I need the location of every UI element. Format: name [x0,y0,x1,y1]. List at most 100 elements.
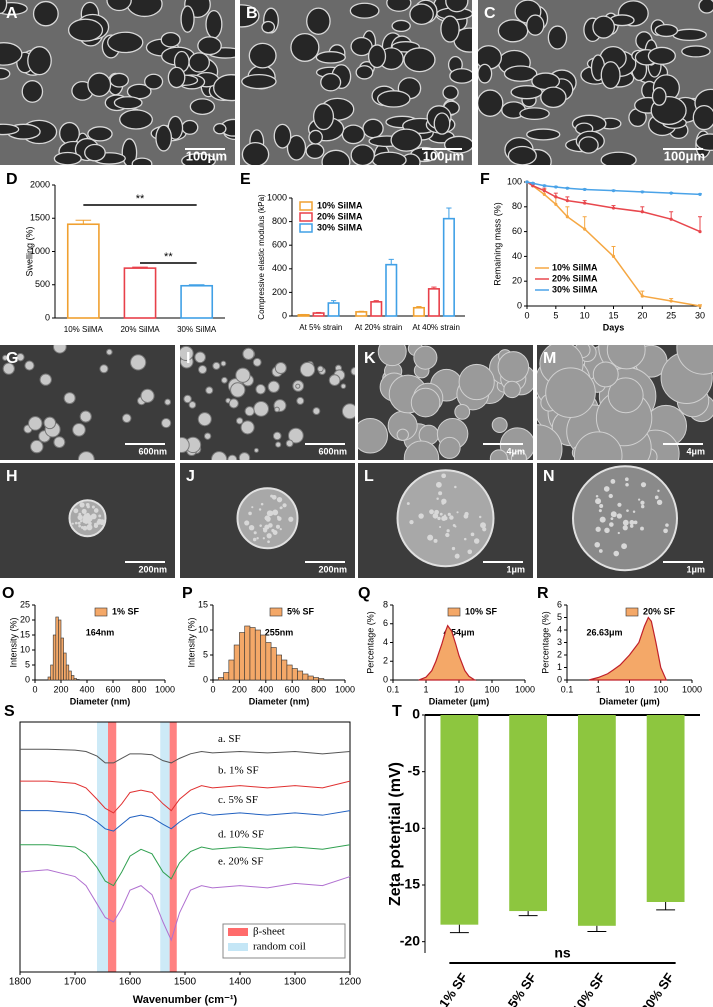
marker [669,217,673,221]
pore [651,87,667,106]
pore [0,67,11,80]
marker [565,199,569,203]
texture [282,503,287,508]
bar [244,625,251,681]
x-tick-label: 0 [210,684,215,694]
texture [663,528,668,534]
pore [261,20,276,34]
particle [39,373,52,386]
pore [106,0,132,12]
marker [583,201,587,205]
series-label: e. 20% SF [218,856,264,868]
sem-image [537,345,713,460]
texture [434,509,439,515]
texture [478,515,482,519]
particle [285,439,294,448]
texture [595,526,601,532]
particle [28,416,43,431]
x-tick-label: 400 [79,684,94,694]
texture [435,481,442,488]
y-tick-label: -15 [400,876,420,892]
particle [341,403,355,420]
panel-label: T [392,703,402,720]
particle [72,422,86,437]
panel-label: G [6,350,18,367]
panel-label: Q [358,585,370,602]
legend-swatch [299,201,313,211]
particle [253,447,259,453]
pore [433,112,451,135]
legend-label: 10% SilMA [552,262,598,272]
pore [181,153,216,165]
texture [71,522,74,525]
marker [542,192,546,196]
pore [698,0,713,14]
texture [439,512,443,516]
area [588,616,668,681]
panel-label: D [6,171,18,188]
y-tick-label: 0 [25,674,30,684]
bar [223,672,230,681]
bar [123,267,157,319]
pore [0,0,8,15]
texture [91,505,95,509]
texture [437,516,441,521]
line [526,181,701,196]
texture [463,537,467,541]
bar [442,217,455,317]
texture [248,511,252,516]
bar [233,644,240,681]
bar [58,619,62,681]
particle [198,365,208,375]
pore [0,42,23,66]
pore [87,72,112,98]
microsphere [606,345,646,370]
texture [617,531,620,535]
y-axis-label: Remaining mass (%) [492,202,502,286]
sem-background [180,345,355,460]
texture [267,510,274,516]
x-tick-label: 1000 [682,684,702,694]
bar [47,676,51,681]
texture [630,524,634,528]
legend-swatch [94,607,108,617]
y-tick-label: 1000 [267,192,287,202]
y-tick-label: 0 [557,674,562,684]
x-axis-label: Diameter (nm) [70,696,131,706]
legend-swatch [299,212,313,222]
texture [610,517,614,521]
texture [85,503,90,507]
line [19,869,351,942]
sem-image [537,463,713,578]
y-tick-label: 15 [198,599,208,609]
particle [274,361,287,375]
pore [547,25,568,50]
bar [66,223,100,319]
bar [291,668,298,681]
panel-label: K [364,350,376,367]
x-tick-label: 0 [524,310,529,320]
y-tick-label: 40 [512,251,522,261]
x-tick-label: 1000 [515,684,535,694]
pore [449,68,472,84]
series-label: a. SF [218,733,241,745]
legend-label: 10% SilMA [317,200,363,210]
bar [73,678,77,681]
particle [350,367,355,376]
y-tick-label: 500 [35,279,50,289]
significance-label: ** [136,193,145,205]
sem-image [240,0,472,165]
x-tick-label: 10 [624,684,634,694]
microsphere [510,450,527,460]
panel-label: C [484,5,496,22]
legend-swatch [447,607,461,617]
texture [640,526,644,531]
x-tick-label: 20% SF [638,970,677,1007]
bar [313,677,319,681]
x-tick-label: 30 [695,310,705,320]
texture [613,550,620,557]
particle [77,451,95,460]
panel-label: I [186,350,190,367]
legend-label: 20% SF [643,606,676,616]
y-axis-label: Intensity (%) [8,617,18,667]
